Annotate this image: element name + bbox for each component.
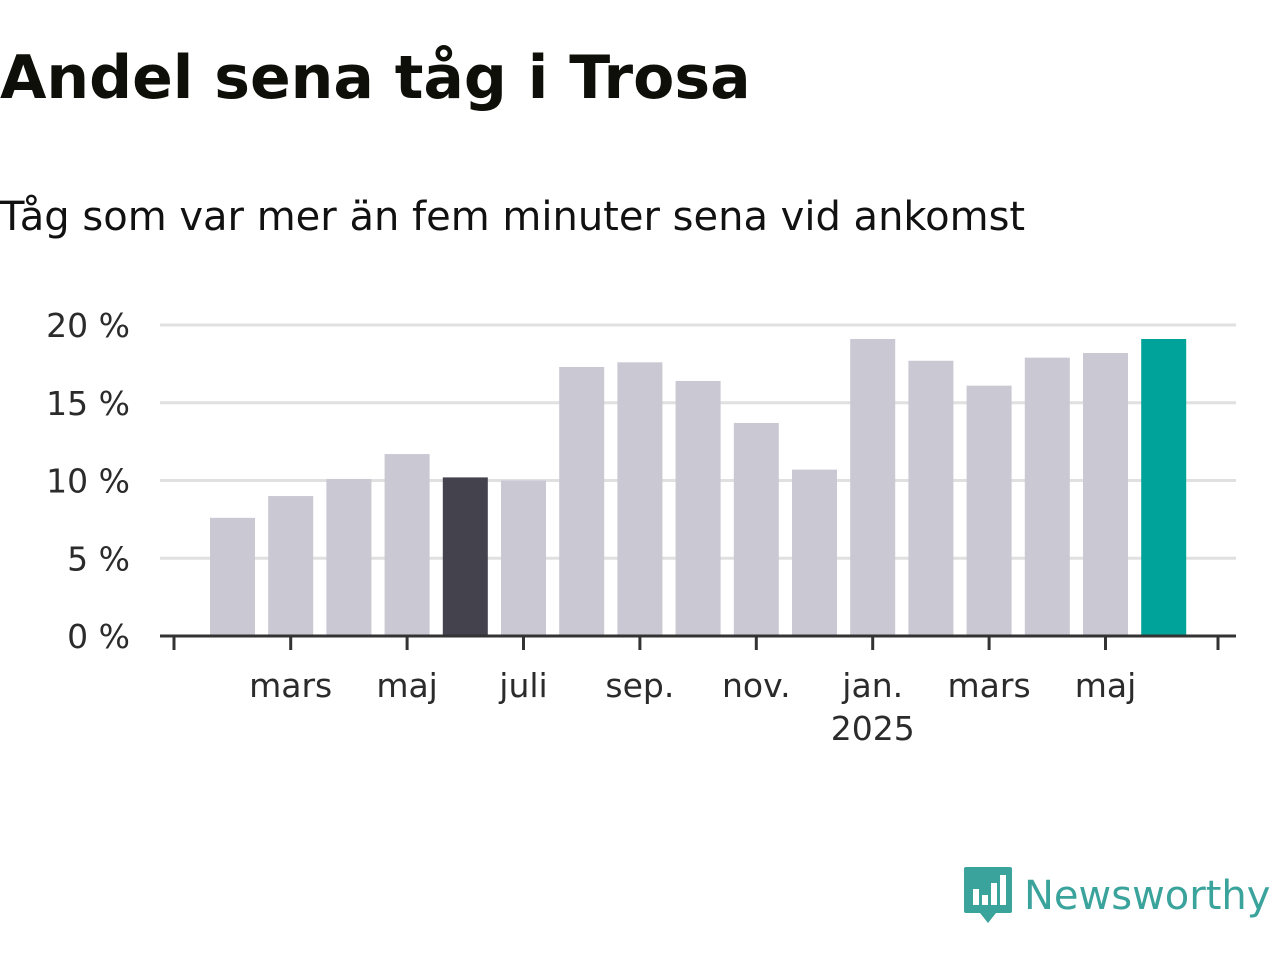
bar-nov-2024 (733, 422, 779, 636)
x-tick-label: nov. (722, 666, 791, 705)
bar-apr-2024 (326, 478, 372, 636)
x-tick-label: maj (1075, 666, 1137, 705)
bar-aug-2024 (559, 366, 605, 636)
x-tick-label: sep. (605, 666, 674, 705)
bar-chart: 0 % 5 % 10 % 15 % 20 % mars maj juli sep. nov. ja… (46, 306, 1236, 748)
x-axis (160, 634, 1236, 650)
x-axis-labels: mars maj juli sep. nov. jan. 2025 mars maj (249, 666, 1136, 748)
bar-maj-2024 (384, 454, 430, 636)
y-axis-labels: 0 % 5 % 10 % 15 % 20 % (46, 306, 130, 656)
bar-juli-2024 (501, 480, 546, 636)
bar-jan-2025 (850, 338, 896, 636)
bars (210, 338, 1187, 636)
chart-subtitle: Tåg som var mer än fem minuter sena vid … (0, 194, 1026, 240)
bar-juni-2024 (442, 477, 488, 636)
chart-title: Andel sena tåg i Trosa (0, 43, 751, 113)
x-tick-label: maj (376, 666, 438, 705)
bar-dec-2024 (792, 469, 837, 636)
bar-juni-2025 (1141, 338, 1187, 636)
x-tick-label: juli (498, 666, 547, 705)
bar-feb-2025 (908, 360, 954, 636)
bar-feb-2024 (210, 517, 255, 636)
y-tick-label: 20 % (46, 306, 130, 345)
y-tick-label: 15 % (46, 384, 130, 423)
brand-name: Newsworthy (1024, 873, 1271, 919)
bar-maj-2025 (1083, 352, 1128, 636)
bar-mars-2024 (268, 496, 314, 636)
bar-sep-2024 (617, 362, 663, 636)
bar-apr-2025 (1024, 357, 1070, 636)
y-tick-label: 0 % (67, 617, 130, 656)
y-tick-label: 5 % (67, 539, 130, 578)
x-tick-label: jan. (841, 666, 903, 705)
newsworthy-logo-icon (964, 867, 1012, 923)
x-tick-year-label: 2025 (831, 709, 915, 748)
y-tick-label: 10 % (46, 462, 130, 501)
bar-mars-2025 (966, 385, 1012, 636)
x-tick-label: mars (249, 666, 332, 705)
bar-okt-2024 (675, 380, 721, 636)
newsworthy-logo: Newsworthy (962, 864, 1270, 928)
x-tick-label: mars (948, 666, 1031, 705)
